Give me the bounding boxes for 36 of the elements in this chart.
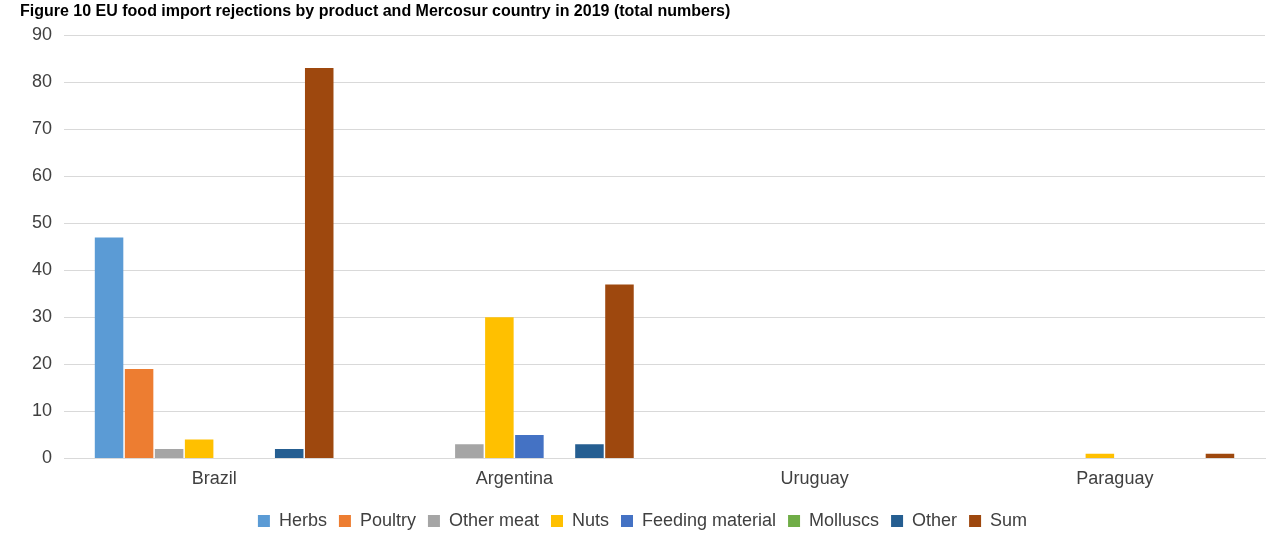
- legend-label: Herbs: [278, 509, 327, 530]
- x-tick-label: Uruguay: [780, 468, 849, 489]
- bar: [455, 444, 484, 458]
- bar: [154, 449, 184, 458]
- bar: [575, 444, 604, 458]
- y-tick-label: 50: [31, 212, 53, 233]
- chart-title: Figure 10 EU food import rejections by product and Mercosur country in 2019 (total numbers): [20, 2, 731, 20]
- y-tick-label: 30: [31, 306, 53, 327]
- legend-label: Other meat: [448, 509, 539, 530]
- x-tick-label: Argentina: [475, 468, 554, 489]
- y-tick-label: 90: [31, 24, 53, 45]
- bar: [605, 284, 634, 458]
- legend-label: Other: [912, 509, 958, 530]
- legend-label: Nuts: [571, 509, 609, 530]
- bar: [184, 439, 214, 458]
- legend-label: Molluscs: [809, 509, 880, 530]
- legend-label: Sum: [990, 509, 1028, 530]
- y-tick-label: 70: [31, 118, 53, 139]
- y-tick-label: 60: [31, 165, 53, 186]
- y-tick-label: 80: [31, 71, 53, 92]
- y-tick-label: 40: [31, 259, 53, 280]
- bar: [94, 237, 124, 458]
- legend-label: Feeding material: [641, 509, 777, 530]
- bar: [515, 434, 544, 458]
- y-tick-label: 0: [42, 447, 53, 468]
- bar: [124, 369, 154, 458]
- bar: [304, 68, 334, 458]
- bar: [485, 317, 514, 458]
- x-tick-label: Brazil: [191, 468, 237, 489]
- bar: [274, 449, 304, 458]
- bar: [1085, 453, 1115, 458]
- legend-label: Poultry: [359, 509, 416, 530]
- bar: [1205, 453, 1235, 458]
- y-tick-label: 10: [31, 400, 53, 421]
- y-tick-label: 20: [31, 353, 53, 374]
- x-tick-label: Paraguay: [1076, 468, 1154, 489]
